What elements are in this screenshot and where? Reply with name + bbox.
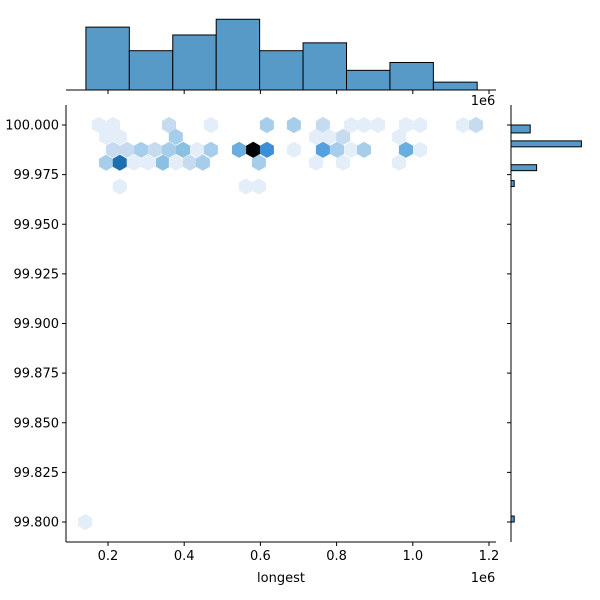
hex-bin [112, 154, 127, 171]
x-tick-label: 0.8 [326, 549, 347, 564]
hex-bin [344, 141, 359, 158]
hex-bin [78, 513, 93, 531]
y-tick-label: 99.800 [14, 516, 60, 531]
hex-bin [392, 128, 407, 145]
x-tick-label: 1.0 [402, 549, 423, 564]
hex-bin [469, 116, 484, 134]
hex-bin [251, 154, 266, 171]
hex-bin [99, 154, 114, 171]
hex-bin [344, 116, 359, 134]
x-offset-label-top: 1e6 [471, 94, 496, 109]
hex-bin [161, 141, 176, 158]
hex-bin [336, 154, 351, 171]
hex-bin [309, 154, 323, 171]
hex-bin [259, 116, 274, 134]
histogram-bar [346, 69, 391, 91]
hex-bin [105, 116, 120, 134]
hex-bin [246, 141, 261, 158]
histogram-bar [302, 42, 348, 91]
hex-bin [330, 141, 344, 158]
x-offset-label-bottom: 1e6 [471, 571, 496, 586]
hex-bin [141, 154, 155, 171]
hex-bin [371, 116, 386, 134]
hex-bin [286, 116, 301, 134]
hex-bin [112, 178, 127, 195]
hex-bin [357, 116, 371, 134]
histogram-bar [172, 34, 217, 91]
hex-bin [232, 141, 247, 158]
hex-bin [190, 141, 205, 158]
hex-bin [176, 141, 191, 158]
histogram-bar [259, 50, 304, 91]
hex-bin [168, 154, 183, 171]
hex-bin [147, 141, 162, 158]
x-tick-label: 0.4 [174, 549, 195, 564]
hex-bin [134, 141, 149, 158]
hex-bin [357, 141, 371, 158]
hex-bin [413, 141, 428, 158]
hex-bin [99, 128, 114, 145]
hex-bin [398, 141, 413, 158]
hex-bin [203, 141, 218, 158]
y-tick-label: 99.975 [14, 168, 60, 183]
histogram-bar [432, 81, 478, 91]
x-tick-label: 0.2 [98, 549, 119, 564]
hex-bin [251, 178, 266, 195]
y-tick-label: 99.900 [14, 317, 60, 332]
hex-bin [315, 141, 330, 158]
hex-bin [413, 116, 428, 134]
hex-bin [203, 116, 218, 134]
hex-bin [392, 154, 407, 171]
hex-bin [238, 178, 253, 195]
hex-bin [398, 116, 413, 134]
hex-bin [286, 141, 301, 158]
x-tick-label: 1.2 [479, 549, 500, 564]
hex-bin [155, 154, 170, 171]
hex-bin [168, 128, 183, 145]
histogram-bar [510, 164, 538, 172]
hex-bin [322, 128, 336, 145]
y-tick-label: 99.950 [14, 218, 60, 233]
hex-bin [120, 141, 135, 158]
histogram-bar [510, 124, 531, 134]
hex-bin [112, 128, 127, 145]
hex-bin [195, 154, 210, 171]
top-marginal-histogram [85, 18, 478, 91]
x-axis-label: longest [257, 571, 305, 586]
hex-bin [161, 116, 176, 134]
x-tick-label: 0.6 [250, 549, 271, 564]
histogram-bar [215, 18, 261, 91]
hex-bin [309, 128, 323, 145]
hex-bin [315, 116, 330, 134]
histogram-bar [128, 50, 174, 91]
hex-bin [259, 141, 274, 158]
right-marginal-histogram [510, 124, 582, 523]
hexbin-plot-area [78, 116, 484, 531]
hex-bin [456, 116, 471, 134]
axes: 0.2 0.4 0.6 0.8 1.0 1.2 100.000 99.975 99.950 99.… [5, 89, 512, 564]
histogram-bar [510, 140, 582, 148]
histogram-bar [389, 61, 434, 91]
hex-bin [91, 116, 106, 134]
y-tick-label: 100.000 [5, 119, 59, 134]
y-tick-label: 99.925 [14, 267, 60, 282]
histogram-bar [85, 26, 130, 91]
hex-bin [105, 141, 120, 158]
hex-bin [336, 128, 351, 145]
y-tick-label: 99.875 [14, 367, 60, 382]
y-tick-label: 99.825 [14, 466, 60, 481]
hex-bin [126, 154, 141, 171]
y-tick-label: 99.850 [14, 416, 60, 431]
hex-bin [182, 154, 197, 171]
